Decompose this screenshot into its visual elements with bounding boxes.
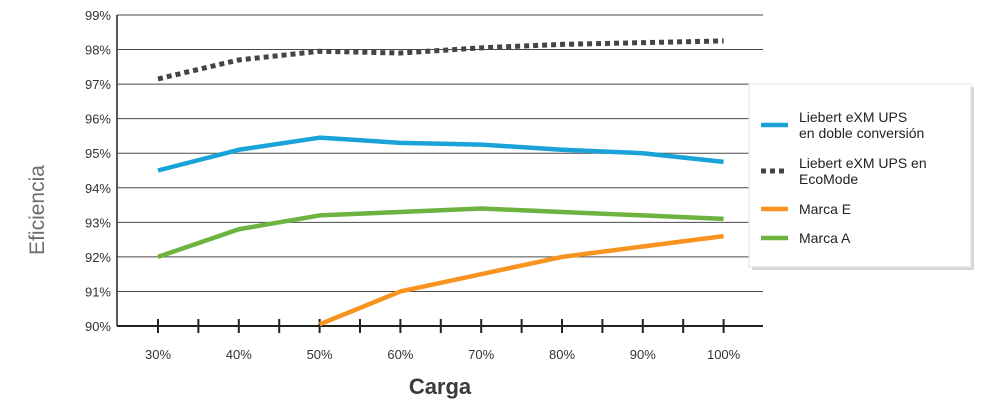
y-tick-labels: 90% 91% 92% 93% 94% 95% 96% 97% 98% 99% [85,8,111,334]
y-tick-label: 94% [85,181,111,196]
x-axis-title: Carga [409,374,472,399]
x-tick-label: 60% [387,347,413,362]
series-line-0 [157,135,724,173]
y-tick-label: 98% [85,43,111,58]
x-tick-label: 90% [630,347,656,362]
y-tick-label: 91% [85,284,111,299]
x-tick-label: 100% [707,347,741,362]
y-tick-label: 93% [85,215,111,230]
x-tick-labels: 30% 40% 50% 60% 70% 80% 90% 100% [145,347,741,362]
x-tick-label: 40% [226,347,252,362]
y-tick-label: 96% [85,112,111,127]
series-lines [157,38,724,327]
legend-label: EcoMode [799,171,858,187]
series-line-2 [318,233,724,327]
y-tick-label: 99% [85,8,111,23]
legend-label: Liebert eXM UPS [799,109,907,125]
legend-label: Liebert eXM UPS en [799,155,927,171]
series-line-1 [157,38,724,82]
y-tick-label: 90% [85,319,111,334]
axes [116,15,763,333]
y-tick-label: 95% [85,146,111,161]
y-tick-label: 97% [85,77,111,92]
legend-label: Marca E [799,201,851,217]
legend-label: en doble conversión [799,125,924,141]
series-line-3 [157,206,724,260]
x-tick-label: 50% [307,347,333,362]
y-axis-title: Eficiencia [26,165,49,255]
gridlines [117,14,763,327]
x-tick-label: 30% [145,347,171,362]
legend-label: Marca A [799,230,851,246]
y-tick-label: 92% [85,250,111,265]
x-tick-label: 70% [468,347,494,362]
x-tick-label: 80% [549,347,575,362]
